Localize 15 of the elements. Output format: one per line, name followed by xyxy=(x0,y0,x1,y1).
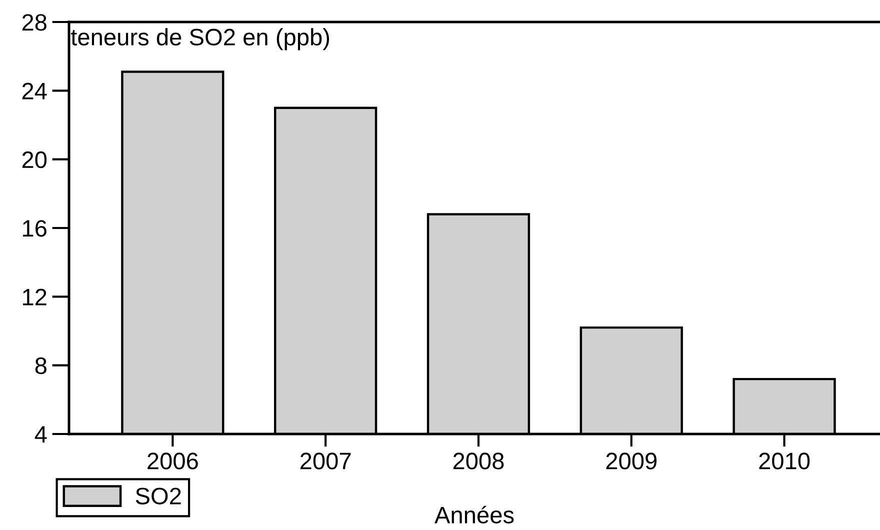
y-tick-label: 12 xyxy=(23,288,46,306)
y-tick-label: 8 xyxy=(35,357,46,374)
y-tick-label: 20 xyxy=(22,151,47,168)
x-tick-label: 2007 xyxy=(300,452,351,470)
x-tick-label: 2006 xyxy=(148,452,198,470)
y-tick-label: 24 xyxy=(22,82,47,100)
y-axis-title: teneurs de SO2 en (ppb) xyxy=(70,28,330,50)
y-tick-label: 16 xyxy=(23,220,46,237)
y-tick-label: 28 xyxy=(22,14,46,31)
y-tick-label: 4 xyxy=(34,426,47,443)
x-tick-label: 2010 xyxy=(759,452,810,470)
x-axis-title: Années xyxy=(434,506,514,524)
x-tick-label: 2009 xyxy=(606,452,657,470)
x-tick-label: 2008 xyxy=(453,452,504,470)
legend-label: SO2 xyxy=(136,488,181,504)
